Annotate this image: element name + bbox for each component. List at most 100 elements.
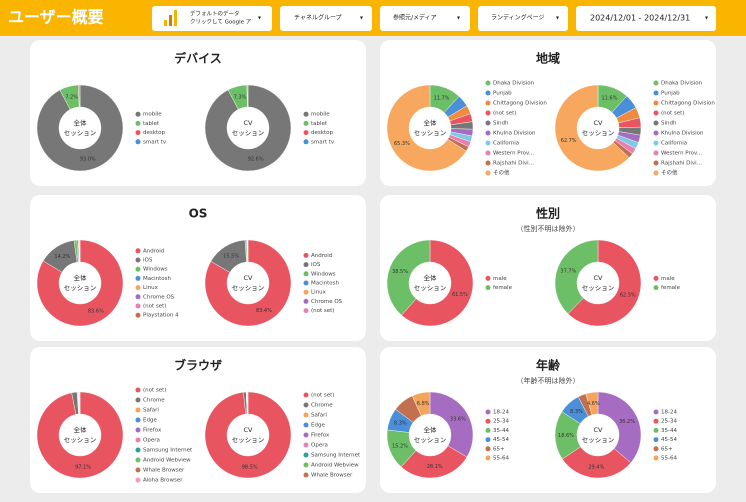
legend-swatch <box>304 473 309 478</box>
legend-swatch <box>304 130 309 135</box>
legend-swatch <box>304 423 309 428</box>
panel-title: OS <box>189 207 208 221</box>
slice-label: 14.2% <box>54 254 70 260</box>
legend-swatch <box>304 271 309 276</box>
legend-swatch <box>654 285 659 290</box>
legend-label: Edge <box>311 423 325 429</box>
legend-swatch <box>654 91 659 96</box>
panel-title: 地域 <box>536 51 560 66</box>
legend-label: (not set) <box>493 111 516 117</box>
legend-label: smart tv <box>311 139 335 145</box>
legend-label: 25-34 <box>493 419 509 425</box>
slice-label: 7.2% <box>65 95 78 101</box>
filter-date[interactable]: 2024/12/01 - 2024/12/31 ▾ <box>576 6 716 31</box>
filter-landing[interactable]: ランディングページ ▾ <box>478 6 568 31</box>
legend-swatch <box>136 468 141 473</box>
slice-label: 98.5% <box>242 464 258 470</box>
legend-label: (not set) <box>661 111 684 117</box>
legend-label: 65+ <box>493 446 505 452</box>
legend-swatch <box>486 276 491 281</box>
legend-swatch <box>654 446 659 451</box>
filter-channel[interactable]: チャネルグループ ▾ <box>280 6 372 31</box>
legend-swatch <box>136 438 141 443</box>
legend-label: Safari <box>143 408 159 414</box>
legend-label: Android Webview <box>143 458 191 464</box>
legend-label: Sindh <box>661 121 677 127</box>
legend-label: Chittagong Division <box>661 101 715 107</box>
legend-label: desktop <box>311 130 333 136</box>
legend-label: Chrome <box>311 403 333 409</box>
legend-label: (not set) <box>311 308 334 314</box>
filter-label: 2024/12/01 - 2024/12/31 <box>590 14 690 23</box>
dropdown-arrow: ▾ <box>556 15 559 22</box>
legend-swatch <box>304 433 309 438</box>
legend-swatch <box>304 281 309 286</box>
legend-swatch <box>486 151 491 156</box>
legend-swatch <box>486 111 491 116</box>
legend-label: 25-34 <box>661 419 677 425</box>
slice-label: 97.1% <box>75 464 91 470</box>
legend-swatch <box>654 456 659 461</box>
legend-label: 65+ <box>661 446 673 452</box>
page-title: ユーザー概要 <box>8 8 104 27</box>
legend-label: Khulna Division <box>493 131 536 137</box>
legend-swatch <box>486 121 491 126</box>
legend-swatch <box>304 253 309 258</box>
filter-label: 参照元/メディア <box>393 14 437 22</box>
center-label: セッション <box>64 284 97 292</box>
filter-label: デフォルトのデータ <box>190 10 240 18</box>
legend-label: Edge <box>143 418 157 424</box>
legend-swatch <box>136 408 141 413</box>
filter-data-source[interactable]: デフォルトのデータ クリックして Google ア ▾ <box>152 6 272 31</box>
legend-swatch <box>304 308 309 313</box>
legend-label: Chittagong Division <box>493 101 547 107</box>
center-label: セッション <box>414 436 447 444</box>
slice-label: 36.2% <box>619 419 635 425</box>
center-label: 全体 <box>74 118 88 127</box>
legend-swatch <box>654 81 659 86</box>
legend-label: Khulna Division <box>661 131 704 137</box>
slice-label: 93.0% <box>80 157 96 163</box>
center-label: 全体 <box>424 118 438 127</box>
center-label: セッション <box>582 129 615 137</box>
legend-swatch <box>486 437 491 442</box>
legend-label: Linux <box>311 290 327 296</box>
center-label: 全体 <box>74 273 88 282</box>
legend-swatch <box>304 403 309 408</box>
panel-title: デバイス <box>174 51 222 66</box>
panel-subtitle: （年齢不明は除外） <box>517 376 580 385</box>
legend-label: Whale Browser <box>311 473 353 479</box>
legend-swatch <box>136 294 141 299</box>
legend-swatch <box>136 130 141 135</box>
filter-label: クリックして Google ア <box>190 19 252 26</box>
legend-label: Opera <box>143 438 160 444</box>
legend-swatch <box>304 453 309 458</box>
legend-swatch <box>136 458 141 463</box>
icon <box>164 20 167 26</box>
center-label: セッション <box>414 284 447 292</box>
legend-label: (not set) <box>143 388 166 394</box>
legend-swatch <box>654 131 659 136</box>
slice-label: 11.6% <box>601 96 617 102</box>
legend-swatch <box>304 112 309 117</box>
legend-label: Android Webview <box>311 463 359 469</box>
legend-label: Western Prov... <box>661 151 702 157</box>
slice-label: 83.4% <box>256 308 272 314</box>
center-label: 全体 <box>74 425 88 434</box>
legend-label: Rajshahi Divi... <box>661 161 702 167</box>
legend-swatch <box>136 428 141 433</box>
legend-swatch <box>654 437 659 442</box>
legend-label: 18-24 <box>661 410 677 416</box>
legend-label: tablet <box>311 121 328 127</box>
legend-label: tablet <box>143 121 160 127</box>
filter-label: チャネルグループ <box>294 14 342 22</box>
legend-label: Windows <box>143 267 168 273</box>
center-label: セッション <box>64 436 97 444</box>
dropdown-arrow: ▾ <box>457 15 460 22</box>
legend-swatch <box>136 478 141 483</box>
filter-source[interactable]: 参照元/メディア ▾ <box>380 6 470 31</box>
slice-label: 8.3% <box>570 409 583 415</box>
legend-label: その他 <box>493 169 510 177</box>
slice-label: 4.6% <box>587 401 600 407</box>
